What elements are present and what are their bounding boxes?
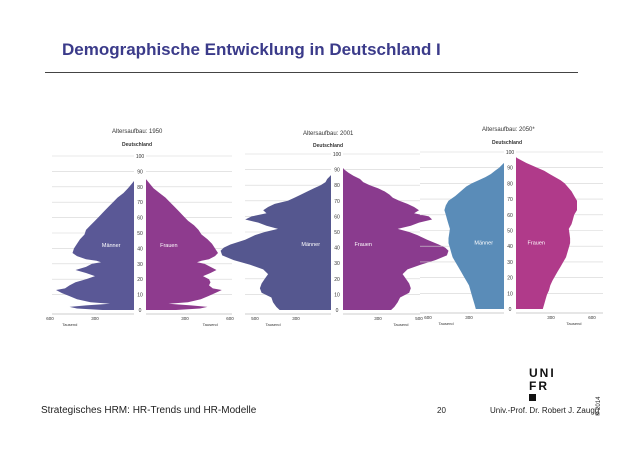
age-axis-band [134, 153, 146, 313]
x-unit-label-right: Tausend [203, 322, 218, 327]
chart-subtitle: Deutschland [313, 143, 343, 149]
age-tick-label-0: 0 [336, 308, 339, 314]
chart-title: Altersaufbau: 2001 [303, 131, 354, 137]
copyright-note: © 2014 [596, 396, 602, 416]
age-tick-label-90: 90 [507, 166, 513, 172]
x-tick-label-left-inner: 300 [91, 316, 99, 321]
age-tick-label-10: 10 [507, 291, 513, 297]
footer-course-title: Strategisches HRM: HR-Trends und HR-Mode… [41, 405, 257, 416]
logo-square-icon [529, 394, 536, 401]
age-tick-label-70: 70 [507, 197, 513, 203]
female-label: Frauen [528, 241, 545, 247]
x-tick-label-right-inner: 300 [374, 316, 382, 321]
female-population-area [140, 160, 222, 310]
age-axis-band [331, 151, 343, 313]
age-tick-label-50: 50 [137, 231, 143, 237]
age-tick-label-30: 30 [334, 261, 340, 267]
age-tick-label-100: 100 [136, 154, 145, 160]
title-divider [45, 72, 578, 73]
page-number: 20 [437, 406, 446, 415]
male-label: Männer [102, 243, 121, 249]
age-tick-label-0: 0 [139, 308, 142, 314]
female-label: Frauen [160, 243, 177, 249]
x-unit-label-left: Tausend [62, 322, 77, 327]
x-tick-label-right-inner: 300 [547, 315, 555, 320]
age-tick-label-50: 50 [334, 230, 340, 236]
footer-author: Univ.-Prof. Dr. Robert J. Zaugg [490, 406, 600, 415]
x-tick-label-right-outer: 600 [588, 315, 596, 320]
age-tick-label-80: 80 [137, 185, 143, 191]
logo-text-row2: FR [529, 379, 549, 393]
age-tick-label-20: 20 [334, 277, 340, 283]
age-tick-label-30: 30 [137, 262, 143, 268]
age-axis-band [504, 149, 516, 312]
female-population-area [337, 155, 449, 310]
age-tick-label-10: 10 [137, 293, 143, 299]
x-tick-label-right-outer: 500 [415, 316, 423, 321]
age-tick-label-40: 40 [334, 246, 340, 252]
age-tick-label-90: 90 [334, 168, 340, 174]
x-unit-label-left: Tausend [265, 322, 280, 327]
age-tick-label-100: 100 [506, 150, 515, 156]
age-tick-label-20: 20 [507, 276, 513, 282]
x-tick-label-right-outer: 600 [226, 316, 234, 321]
female-label: Frauen [355, 242, 372, 248]
chart-title: Altersaufbau: 1950 [112, 129, 163, 135]
age-tick-label-80: 80 [507, 181, 513, 187]
age-tick-label-0: 0 [509, 307, 512, 313]
female-population-area [510, 153, 577, 309]
x-tick-label-left-outer: 600 [424, 315, 432, 320]
age-tick-label-90: 90 [137, 169, 143, 175]
x-tick-label-left-inner: 300 [465, 315, 473, 320]
male-label: Männer [301, 242, 320, 248]
x-tick-label-left-inner: 300 [292, 316, 300, 321]
age-tick-label-70: 70 [137, 200, 143, 206]
chart-title: Altersaufbau: 2050* [482, 127, 535, 133]
age-tick-label-40: 40 [507, 244, 513, 250]
age-tick-label-40: 40 [137, 246, 143, 252]
slide-title: Demographische Entwicklung in Deutschlan… [62, 40, 441, 59]
chart-subtitle: Deutschland [492, 140, 522, 146]
x-tick-label-right-inner: 300 [181, 316, 189, 321]
x-tick-label-left-outer: 600 [46, 316, 54, 321]
age-tick-label-20: 20 [137, 277, 143, 283]
x-unit-label-left: Tausend [438, 321, 453, 326]
age-tick-label-60: 60 [507, 213, 513, 219]
age-tick-label-10: 10 [334, 292, 340, 298]
chart-subtitle: Deutschland [122, 142, 152, 148]
age-tick-label-50: 50 [507, 229, 513, 235]
male-population-area [220, 155, 337, 310]
x-unit-label-right: Tausend [393, 322, 408, 327]
age-tick-label-60: 60 [137, 216, 143, 222]
male-population-area [444, 153, 510, 309]
age-tick-label-30: 30 [507, 260, 513, 266]
x-unit-label-right: Tausend [566, 321, 581, 326]
logo-text-row1: UNI [529, 366, 556, 380]
age-tick-label-100: 100 [333, 152, 342, 158]
age-tick-label-70: 70 [334, 199, 340, 205]
male-label: Männer [474, 241, 493, 247]
x-tick-label-left-outer: 500 [251, 316, 259, 321]
age-tick-label-80: 80 [334, 183, 340, 189]
university-logo: UNI FR [529, 366, 556, 401]
male-population-area [56, 160, 140, 310]
age-tick-label-60: 60 [334, 214, 340, 220]
